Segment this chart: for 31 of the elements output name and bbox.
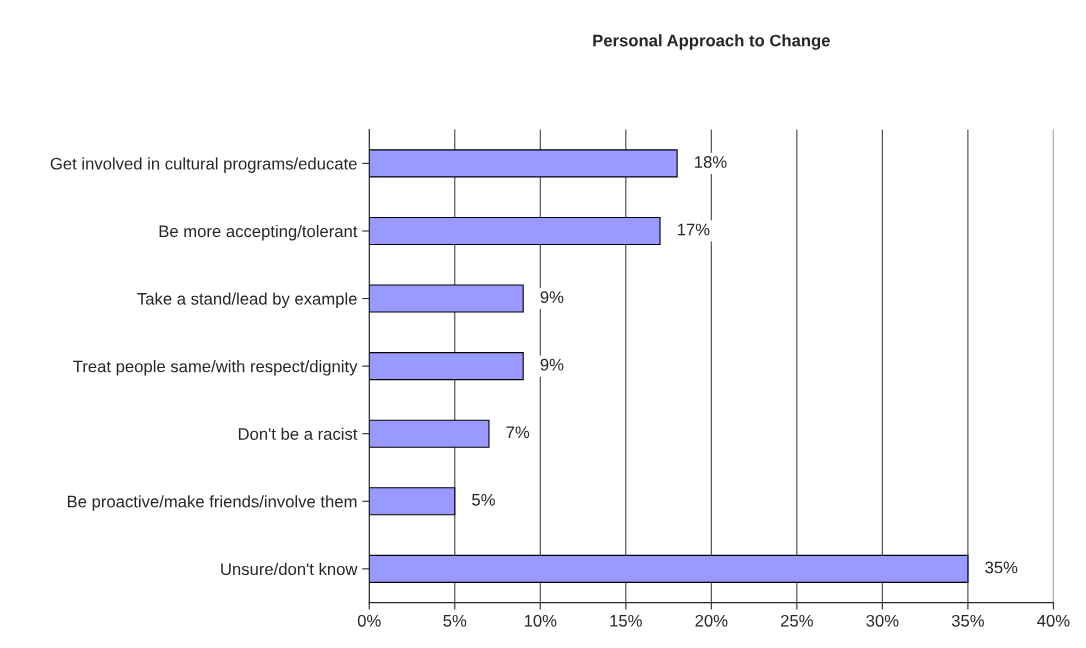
x-tick-label: 10% (524, 614, 557, 627)
y-tick-label: Be proactive/make friends/involve them (67, 495, 357, 511)
x-tick-label: 0% (357, 614, 381, 627)
chart-title: Personal Approach to Change (593, 34, 830, 50)
bar (369, 216, 661, 246)
data-label: 9% (540, 291, 564, 304)
bar (369, 284, 524, 313)
bar (369, 352, 524, 381)
x-tick-label: 15% (610, 614, 642, 627)
bar (369, 487, 456, 516)
data-label: 35% (985, 561, 1018, 574)
data-label: 5% (472, 494, 495, 506)
x-tick-label: 35% (951, 614, 984, 627)
x-tick-label: 40% (1037, 614, 1070, 627)
x-tick-label: 25% (781, 614, 813, 627)
y-tick-label: Take a stand/lead by example (137, 292, 357, 309)
bar (369, 149, 678, 178)
y-tick-label: Unsure/don't know (221, 562, 358, 576)
y-tick-label: Don't be a racist (238, 427, 358, 440)
x-tick-label: 5% (443, 614, 467, 627)
data-label: 18% (695, 156, 727, 168)
y-tick-label: Get involved in cultural programs/educate (50, 157, 357, 173)
y-tick-label: Treat people same/with respect/dignity (73, 360, 358, 376)
data-label: 17% (677, 223, 710, 236)
bar (369, 419, 490, 448)
bar (369, 554, 969, 583)
data-label: 7% (506, 426, 530, 439)
y-tick-label: Be more accepting/tolerant (159, 224, 358, 241)
data-label: 9% (540, 358, 564, 371)
x-tick-label: 30% (866, 614, 899, 627)
x-tick-label: 20% (695, 614, 728, 627)
